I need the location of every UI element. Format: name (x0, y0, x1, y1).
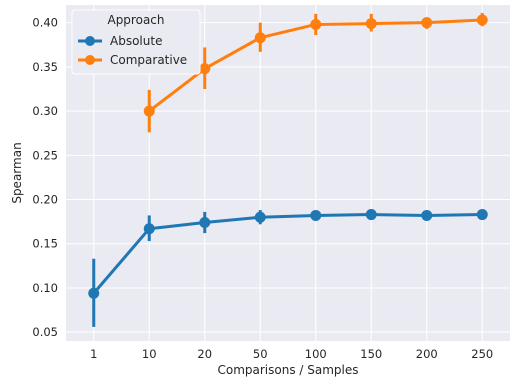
data-point (254, 32, 266, 44)
y-tick-label: 0.15 (32, 237, 58, 251)
x-axis-label: Comparisons / Samples (217, 363, 358, 377)
legend-item-absolute: Absolute (78, 34, 162, 48)
legend-label: Comparative (110, 53, 187, 67)
x-tick-label: 1 (90, 347, 97, 361)
y-axis-label: Spearman (10, 142, 24, 203)
data-point (199, 217, 211, 229)
legend: Approach Absolute Comparative (71, 9, 201, 75)
data-point (199, 63, 211, 75)
data-point (365, 18, 377, 30)
y-tick-label: 0.05 (32, 325, 58, 339)
data-point (254, 211, 266, 223)
data-point (476, 14, 488, 26)
y-tick-label: 0.25 (32, 148, 58, 162)
y-tick-label: 0.40 (32, 16, 58, 30)
x-tick-label: 150 (360, 347, 382, 361)
x-tick-label: 20 (197, 347, 212, 361)
series-comparative (143, 12, 488, 133)
series-layer (88, 12, 488, 327)
y-tick-label: 0.30 (32, 104, 58, 118)
legend-marker (85, 36, 95, 46)
legend-item-comparative: Comparative (78, 53, 187, 67)
y-tick-label: 0.20 (32, 193, 58, 207)
data-point (310, 18, 322, 30)
y-tick-label: 0.35 (32, 60, 58, 74)
series-absolute (88, 209, 488, 327)
x-tick-label: 250 (471, 347, 493, 361)
x-tick-label: 10 (142, 347, 157, 361)
legend-box (71, 9, 201, 75)
data-point (365, 209, 377, 221)
data-point (88, 287, 100, 299)
x-tick-label: 200 (416, 347, 438, 361)
legend-title: Approach (107, 13, 164, 27)
data-point (421, 17, 433, 29)
legend-label: Absolute (110, 34, 162, 48)
x-tick-label: 100 (305, 347, 327, 361)
x-tick-label: 50 (253, 347, 268, 361)
data-point (476, 209, 488, 221)
tick-labels: 0.05 0.10 0.15 0.20 0.25 0.30 0.35 0.40 1 10 20 50 1… (32, 16, 493, 361)
data-point (310, 209, 322, 221)
data-point (421, 209, 433, 221)
data-point (143, 223, 155, 235)
legend-marker (85, 55, 95, 65)
y-tick-label: 0.10 (32, 281, 58, 295)
data-point (143, 105, 155, 117)
series-line (92, 213, 484, 295)
